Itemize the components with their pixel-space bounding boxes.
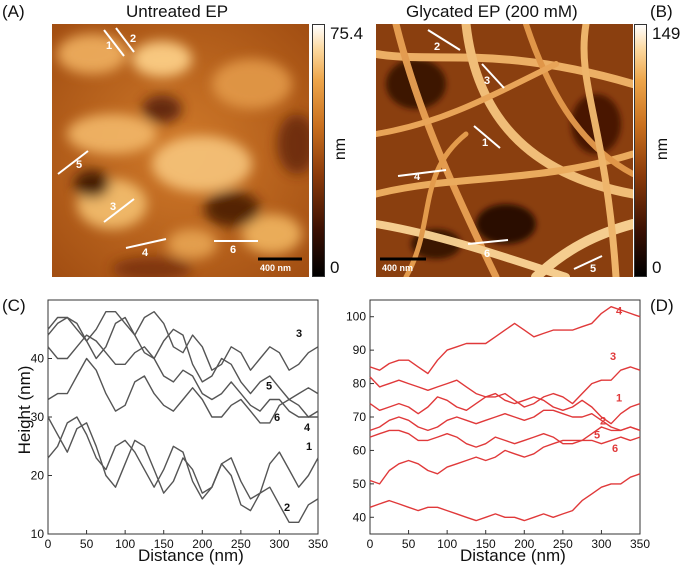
series-label: 6 xyxy=(274,412,280,424)
series-line-2 xyxy=(369,409,641,432)
x-tick-label: 150 xyxy=(154,537,174,551)
afm-a-line-label: 6 xyxy=(230,244,236,256)
panel-letter-a: (A) xyxy=(2,2,25,21)
chart-c-xlabel: Distance (nm) xyxy=(138,546,244,565)
y-tick-label: 30 xyxy=(31,410,45,424)
series-label: 4 xyxy=(304,422,311,434)
series-label: 2 xyxy=(600,415,606,427)
series-label: 6 xyxy=(612,443,618,455)
series-line-1 xyxy=(369,392,641,425)
y-tick-label: 10 xyxy=(31,527,45,541)
series-line-6 xyxy=(47,357,319,424)
y-tick-label: 20 xyxy=(31,469,45,483)
afm-a-line-label: 2 xyxy=(130,33,136,45)
panel-letter-d: (D) xyxy=(650,296,674,315)
series-line-1 xyxy=(47,416,319,500)
x-tick-label: 50 xyxy=(402,537,416,551)
series-label: 1 xyxy=(616,393,622,405)
x-tick-label: 250 xyxy=(553,537,573,551)
series-label: 5 xyxy=(266,381,272,393)
x-tick-label: 0 xyxy=(45,537,52,551)
series-line-3 xyxy=(47,311,319,371)
colorbar-b-unit: nm xyxy=(654,137,672,161)
afm-b-line-label: 5 xyxy=(590,263,596,275)
scalebar-a-label: 400 nm xyxy=(260,263,291,273)
y-tick-label: 100 xyxy=(346,310,366,324)
series-line-6 xyxy=(369,473,641,522)
chart-d-xlabel: Distance (nm) xyxy=(460,546,566,565)
series-line-3 xyxy=(369,366,641,408)
y-tick-label: 90 xyxy=(353,343,367,357)
panel-letter-b: (B) xyxy=(650,2,673,21)
y-tick-label: 80 xyxy=(353,377,367,391)
afm-a-line-label: 4 xyxy=(142,247,149,259)
series-line-unlabeled xyxy=(369,436,641,485)
x-tick-label: 350 xyxy=(308,537,328,551)
series-line-5 xyxy=(47,316,319,401)
x-tick-label: 100 xyxy=(115,537,135,551)
afm-b-line-label: 1 xyxy=(482,137,488,149)
x-tick-label: 200 xyxy=(192,537,212,551)
panel-title-a: Untreated EP xyxy=(126,2,229,21)
series-label: 1 xyxy=(306,441,312,453)
colorbar-a-min: 0 xyxy=(330,258,340,277)
y-tick-label: 40 xyxy=(31,352,45,366)
colorbar-a-max: 75.4 xyxy=(330,24,364,43)
series-label: 2 xyxy=(284,502,290,514)
afm-b-line-label: 2 xyxy=(434,41,440,53)
colorbar-a xyxy=(312,24,325,277)
afm-image-untreated: 1 2 3 4 5 6 400 nm xyxy=(52,24,309,277)
x-tick-label: 50 xyxy=(80,537,94,551)
x-tick-label: 0 xyxy=(367,537,374,551)
x-tick-label: 250 xyxy=(231,537,251,551)
x-tick-label: 350 xyxy=(630,537,650,551)
colorbar-b xyxy=(634,24,647,277)
series-line-4 xyxy=(369,306,641,375)
series-label: 3 xyxy=(610,351,616,363)
y-tick-label: 70 xyxy=(353,410,367,424)
x-tick-label: 300 xyxy=(591,537,611,551)
x-tick-label: 300 xyxy=(269,537,289,551)
y-tick-label: 50 xyxy=(353,477,367,491)
panel-title-b: Glycated EP (200 mM) xyxy=(406,2,578,21)
scalebar-b-label: 400 nm xyxy=(382,263,413,273)
series-label: 3 xyxy=(296,328,302,340)
afm-image-glycated: 1 2 3 4 5 6 400 nm xyxy=(376,24,633,277)
colorbar-b-min: 0 xyxy=(652,258,662,277)
x-tick-label: 200 xyxy=(514,537,534,551)
afm-b-line-label: 6 xyxy=(484,248,490,260)
colorbar-b-max: 149 xyxy=(652,24,681,43)
series-line-2 xyxy=(47,416,319,523)
afm-b-line-label: 4 xyxy=(414,171,421,183)
series-label: 4 xyxy=(616,306,623,318)
afm-a-line-label: 3 xyxy=(110,201,116,213)
x-tick-label: 100 xyxy=(437,537,457,551)
colorbar-a-unit: nm xyxy=(332,137,350,161)
y-tick-label: 40 xyxy=(353,510,367,524)
series-line-4 xyxy=(47,334,318,418)
afm-b-line-label: 3 xyxy=(484,75,490,87)
series-line-5 xyxy=(369,426,641,448)
series-label: 5 xyxy=(594,429,600,441)
profile-chart-untreated: 0 50 100 150 200 250 300 350 10 20 30 40 1 2 3 4 5 6 xyxy=(31,299,328,551)
afm-a-line-label: 5 xyxy=(76,159,82,171)
x-tick-label: 150 xyxy=(476,537,496,551)
y-tick-label: 60 xyxy=(353,443,367,457)
panel-letter-c: (C) xyxy=(2,296,26,315)
profile-chart-glycated: 0 50 100 150 200 250 300 350 40 50 60 70 80 90 100 12 3 4… xyxy=(346,299,650,551)
afm-a-line-label: 1 xyxy=(106,40,112,52)
